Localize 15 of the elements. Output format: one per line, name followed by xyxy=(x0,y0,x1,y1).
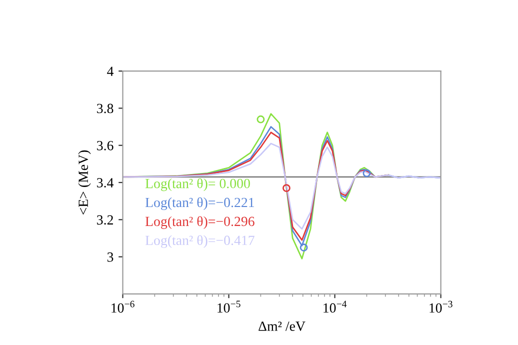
y-tick-label: 3 xyxy=(107,252,114,262)
y-tick-label: 4 xyxy=(107,66,114,76)
series-label: Log(tan² θ)=−0.221 xyxy=(145,197,254,210)
y-tick-label: 3.2 xyxy=(97,215,113,225)
x-tick-label: 10$^{−5}$ xyxy=(218,300,240,313)
y-tick-label: 3.6 xyxy=(97,140,114,150)
x-tick-label: 10$^{−6}$ xyxy=(112,300,134,313)
x-tick-label: 10$^{−4}$ xyxy=(324,300,347,313)
text: Log(tan² θ)=−0.296 xyxy=(145,216,254,229)
x-axis-title: Δm² /eV xyxy=(258,322,306,331)
series-label: Log(tan² θ)= 0.000 xyxy=(145,178,250,192)
x-tick-label: 10$^{−3}$ xyxy=(430,300,452,313)
y-axis-title: <E> (MeV) xyxy=(78,150,91,215)
y-tick-label: 3.4 xyxy=(97,178,114,188)
y-tick-label: 3.8 xyxy=(97,104,114,114)
